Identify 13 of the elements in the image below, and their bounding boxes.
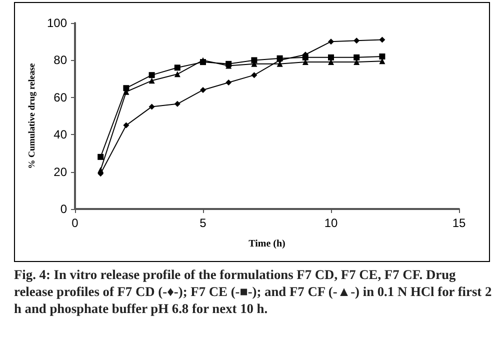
- x-tick-label: 10: [324, 216, 338, 230]
- caption: Fig. 4: In vitro release profile of the formulations F7 CD, F7 CE, F7 CF. Drug release profiles of F7 CD (-♦-); F7 CE (-■-); and F7 CF (-▲-) in 0.1 N HCl for first 2 h and phosphate buffer pH 6.8 for next 10 h.: [14, 266, 493, 317]
- y-tick-label: 20: [54, 164, 68, 179]
- x-tick-label: 0: [72, 216, 79, 230]
- y-tick-label: 0: [60, 202, 68, 216]
- x-axis-title: Time (h): [248, 238, 286, 250]
- y-tick-label: 80: [54, 53, 68, 68]
- x-tick-label: 15: [452, 216, 466, 230]
- y-axis-title: % Cumulative drug release: [26, 63, 37, 169]
- y-tick-label: 40: [54, 128, 68, 142]
- y-tick-label: 100: [46, 16, 68, 30]
- y-tick-label: 60: [54, 90, 68, 104]
- x-tick-label: 5: [200, 216, 207, 230]
